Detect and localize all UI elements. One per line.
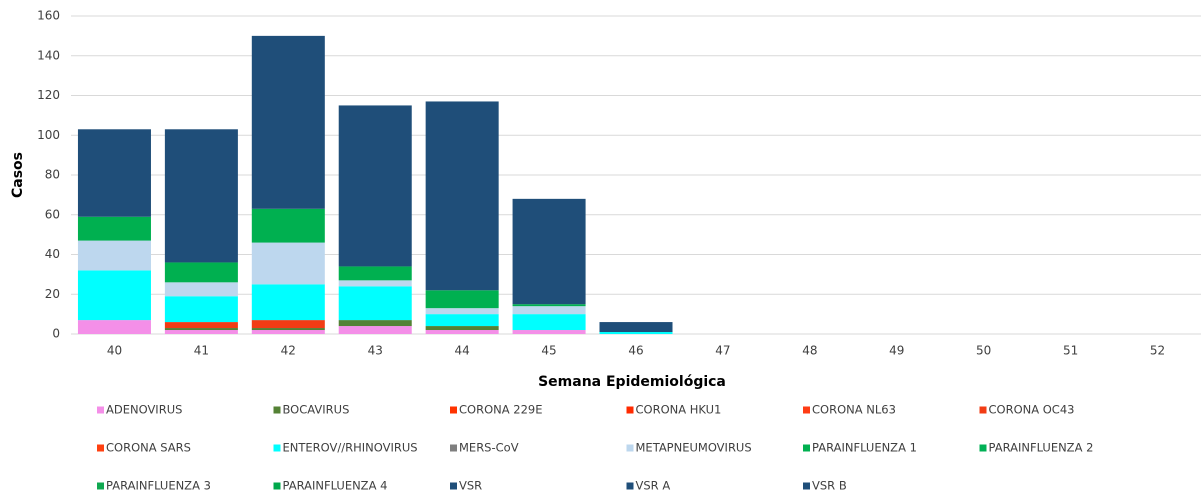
x-tick-label: 48: [802, 344, 817, 358]
bar-segment: [338, 105, 412, 267]
bar-segment: [512, 198, 586, 305]
legend-label: ADENOVIRUS: [106, 403, 182, 417]
bar-segment: [512, 306, 586, 315]
legend-swatch: [450, 406, 457, 414]
bar-segment: [77, 270, 151, 321]
bar-segment: [164, 262, 238, 283]
legend-label: PARAINFLUENZA 1: [812, 441, 917, 455]
y-tick-label: 40: [45, 247, 60, 261]
y-tick-label: 160: [37, 9, 60, 23]
x-tick-label: 44: [455, 344, 470, 358]
x-tick-label: 51: [1063, 344, 1078, 358]
legend-label: MERS-CoV: [459, 441, 519, 455]
y-tick-label: 0: [52, 327, 60, 341]
x-axis-title: Semana Epidemiológica: [538, 374, 726, 390]
legend-label: PARAINFLUENZA 4: [283, 479, 388, 491]
bar-segment: [599, 332, 673, 334]
legend-swatch: [626, 482, 634, 490]
y-tick-label: 80: [45, 168, 60, 182]
legend-label: METAPNEUMOVIRUS: [636, 441, 752, 455]
x-tick-label: 49: [889, 344, 904, 358]
bar-segment: [164, 282, 238, 297]
bar-segment: [425, 326, 499, 331]
bar-segment: [251, 35, 325, 209]
bar-segment: [251, 330, 325, 334]
legend-swatch: [450, 444, 457, 452]
bar-segment: [512, 304, 586, 307]
legend-label: VSR A: [636, 479, 671, 491]
y-tick-label: 100: [37, 128, 60, 142]
bar-segment: [338, 286, 412, 321]
bar-segment: [425, 290, 499, 309]
y-tick-label: 140: [37, 48, 60, 62]
x-tick-label: 47: [715, 344, 730, 358]
bar-segment: [77, 320, 151, 334]
x-tick-label: 46: [628, 344, 643, 358]
legend-swatch: [626, 444, 634, 452]
legend-swatch: [979, 406, 987, 414]
bar-segment: [164, 328, 238, 331]
x-tick-label: 40: [107, 344, 122, 358]
x-tick-label: 52: [1150, 344, 1165, 358]
legend-label: VSR: [459, 479, 482, 491]
legend-label: PARAINFLUENZA 2: [989, 441, 1094, 455]
legend-swatch: [97, 482, 104, 490]
bar-segment: [164, 296, 238, 323]
bar-segment: [425, 330, 499, 334]
bar-segment: [338, 280, 412, 287]
legend-label: CORONA SARS: [106, 441, 191, 455]
legend-swatch: [273, 482, 281, 490]
bar-segment: [164, 330, 238, 334]
bar-segment: [425, 308, 499, 315]
legend-label: CORONA OC43: [989, 403, 1075, 417]
bar-segment: [338, 326, 412, 334]
legend-swatch: [803, 444, 810, 452]
x-tick-label: 43: [368, 344, 383, 358]
bar-segment: [77, 240, 151, 271]
legend-swatch: [97, 444, 104, 452]
bar-segment: [164, 129, 238, 263]
bar-segment: [77, 129, 151, 217]
legend-swatch: [803, 406, 810, 414]
x-tick-label: 41: [194, 344, 209, 358]
legend-swatch: [273, 406, 281, 414]
bar-segment: [425, 314, 499, 327]
y-tick-label: 60: [45, 207, 60, 221]
bar-segment: [512, 330, 586, 334]
x-tick-label: 45: [541, 344, 556, 358]
legend-label: CORONA 229E: [459, 403, 542, 417]
legend-label: PARAINFLUENZA 3: [106, 479, 211, 491]
bar-segment: [338, 320, 412, 327]
legend-swatch: [803, 482, 810, 490]
y-tick-label: 20: [45, 287, 60, 301]
bar-segment: [251, 320, 325, 329]
bar-segment: [425, 101, 499, 291]
y-axis-title: Casos: [10, 152, 26, 198]
bar-segment: [251, 328, 325, 331]
legend-swatch: [626, 406, 634, 414]
bar-segment: [251, 284, 325, 321]
legend-swatch: [979, 444, 987, 452]
bar-segment: [251, 242, 325, 285]
legend-label: CORONA HKU1: [636, 403, 722, 417]
x-tick-label: 50: [976, 344, 991, 358]
legend-swatch: [273, 444, 281, 452]
legend-label: BOCAVIRUS: [283, 403, 350, 417]
legend-swatch: [97, 406, 104, 414]
legend-swatch: [450, 482, 457, 490]
bar-segment: [512, 314, 586, 331]
bar-segment: [77, 216, 151, 241]
bar-segment: [164, 322, 238, 329]
legend-label: ENTEROV//RHINOVIRUS: [283, 441, 418, 455]
y-tick-label: 120: [37, 88, 60, 102]
legend-label: CORONA NL63: [812, 403, 896, 417]
x-tick-label: 42: [281, 344, 296, 358]
bar-segment: [251, 208, 325, 243]
bar-segment: [599, 322, 673, 333]
legend-label: VSR B: [812, 479, 847, 491]
bar-segment: [338, 266, 412, 281]
